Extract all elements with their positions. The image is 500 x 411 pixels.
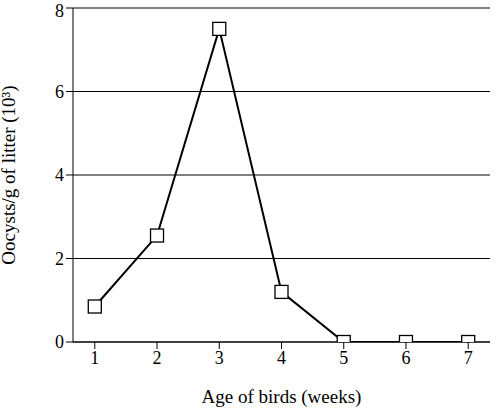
svg-text:6: 6: [401, 348, 410, 368]
svg-text:Oocysts/g of litter (10³): Oocysts/g of litter (10³): [8, 85, 20, 264]
svg-text:5: 5: [339, 348, 348, 368]
svg-text:0: 0: [55, 332, 64, 352]
svg-text:4: 4: [55, 165, 64, 185]
svg-text:4: 4: [277, 348, 286, 368]
svg-text:7: 7: [464, 348, 473, 368]
svg-text:2: 2: [153, 348, 162, 368]
svg-text:3: 3: [215, 348, 224, 368]
svg-text:2: 2: [55, 249, 64, 269]
svg-text:6: 6: [55, 82, 64, 102]
svg-text:1: 1: [90, 348, 99, 368]
svg-text:Age of birds (weeks): Age of birds (weeks): [202, 386, 362, 408]
svg-text:8: 8: [55, 1, 64, 21]
